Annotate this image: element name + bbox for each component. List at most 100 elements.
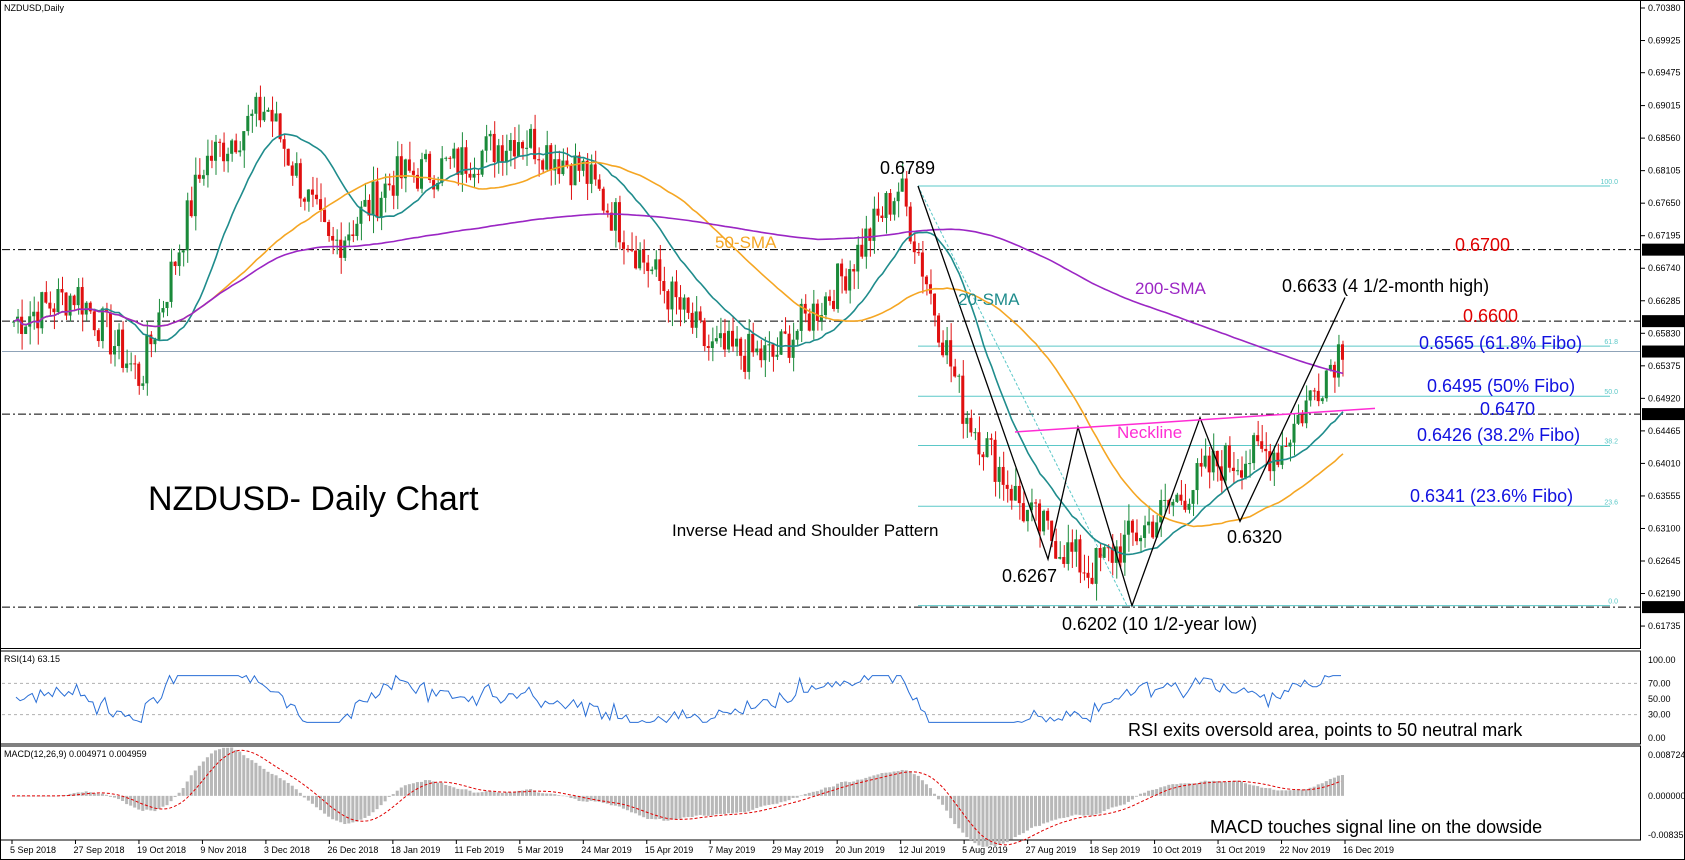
candle-body xyxy=(1280,445,1284,465)
candle-body xyxy=(508,140,512,151)
candle-body xyxy=(500,145,504,163)
macd-histogram-bar xyxy=(331,795,335,820)
macd-histogram-bar xyxy=(1054,795,1058,820)
macd-note: MACD touches signal line on the dowside xyxy=(1210,817,1542,837)
high-label: 0.6789 xyxy=(880,158,935,178)
price-tick-label: 0.63555 xyxy=(1648,491,1681,501)
candle-body xyxy=(985,438,989,458)
macd-histogram-bar xyxy=(496,792,500,796)
candle-body xyxy=(1252,435,1256,464)
macd-histogram-bar xyxy=(609,795,613,806)
candle-body xyxy=(1179,494,1183,501)
candle-body xyxy=(1171,501,1175,506)
macd-histogram-bar xyxy=(1050,795,1054,821)
candle-body xyxy=(1138,537,1143,542)
candle-body xyxy=(351,234,355,237)
macd-histogram-bar xyxy=(827,787,831,796)
macd-histogram-bar xyxy=(819,789,823,796)
candle-body xyxy=(718,333,722,339)
macd-histogram-bar xyxy=(1130,795,1134,800)
candle-body xyxy=(1248,463,1252,465)
macd-histogram-bar xyxy=(961,795,965,833)
macd-histogram-bar xyxy=(920,780,924,796)
candle-body xyxy=(177,252,181,267)
price-tick-label: 0.69015 xyxy=(1648,101,1681,111)
candle-body xyxy=(1102,547,1106,558)
level-tag-label: 0.62000 xyxy=(1645,602,1678,612)
macd-panel-border xyxy=(0,745,1641,841)
macd-histogram-bar xyxy=(1312,786,1316,796)
macd-histogram-bar xyxy=(630,795,634,813)
candle-body xyxy=(520,142,525,149)
candle-body xyxy=(456,148,460,175)
macd-histogram-bar xyxy=(549,793,553,796)
candle-body xyxy=(690,312,694,328)
pattern-label: Inverse Head and Shoulder Pattern xyxy=(672,521,939,540)
candle-body xyxy=(234,140,238,153)
candle-body xyxy=(650,269,654,272)
rsi-tick-label: 50.00 xyxy=(1648,694,1671,704)
fibo-ratio-label: 61.8 xyxy=(1604,339,1618,346)
macd-histogram-bar xyxy=(246,758,250,796)
macd-histogram-bar xyxy=(222,747,226,796)
candle-body xyxy=(609,212,613,231)
candle-body xyxy=(137,363,141,386)
candle-body xyxy=(662,280,666,292)
candle-body xyxy=(1340,344,1344,360)
candle-body xyxy=(549,145,553,171)
candle-body xyxy=(387,183,391,186)
candle-body xyxy=(335,239,339,241)
macd-histogram-bar xyxy=(444,785,448,796)
macd-histogram-bar xyxy=(597,795,601,802)
candle-body xyxy=(424,153,428,160)
candle-body xyxy=(848,269,852,291)
macd-signal-line xyxy=(12,749,1342,846)
candle-body xyxy=(112,346,117,355)
macd-histogram-bar xyxy=(201,761,205,796)
candle-body xyxy=(1239,470,1244,478)
macd-histogram-bar xyxy=(977,795,981,846)
candle-body xyxy=(108,312,112,355)
candle-body xyxy=(403,159,407,179)
macd-histogram-bar xyxy=(924,784,928,796)
macd-histogram-bar xyxy=(40,795,44,797)
candle-body xyxy=(702,320,706,347)
candle-body xyxy=(1308,390,1312,401)
candle-body xyxy=(537,159,541,161)
candle-body xyxy=(1199,463,1203,467)
symbol-label: NZDUSD,Daily xyxy=(4,3,65,13)
candle-body xyxy=(468,173,472,178)
macd-histogram-bar xyxy=(682,795,686,818)
candle-body xyxy=(1288,442,1292,447)
macd-histogram-bar xyxy=(767,795,771,805)
macd-histogram-bar xyxy=(492,791,496,796)
macd-histogram-bar xyxy=(108,795,112,797)
candle-body xyxy=(258,96,262,121)
horizontal-levels: 0.67000 0.66000 0.65575 0.64700 0.62000 xyxy=(2,243,1684,614)
date-label: 27 Aug 2019 xyxy=(1026,845,1077,855)
macd-histogram-bar xyxy=(585,795,589,802)
macd-histogram-bar xyxy=(557,795,561,796)
candle-body xyxy=(472,173,476,178)
macd-histogram-bar xyxy=(375,795,379,810)
level-6600-label: 0.6600 xyxy=(1463,306,1518,326)
macd-histogram-bar xyxy=(601,795,605,803)
candle-body xyxy=(961,375,965,424)
macd-histogram-bar xyxy=(1308,787,1312,796)
macd-histogram-bar xyxy=(993,795,997,847)
macd-histogram-bar xyxy=(666,795,670,821)
macd-histogram-bar xyxy=(1284,790,1288,796)
macd-histogram-bar xyxy=(428,780,432,796)
candle-body xyxy=(1086,572,1090,578)
macd-histogram-bar xyxy=(823,787,827,796)
level-tag xyxy=(1642,345,1684,358)
macd-histogram-bar xyxy=(916,775,920,796)
macd-histogram-bar xyxy=(694,795,698,816)
macd-histogram-bar xyxy=(743,795,747,813)
macd-histogram-bar xyxy=(1167,784,1171,796)
fibo-382-label: 0.6426 (38.2% Fibo) xyxy=(1417,425,1580,445)
candle-body xyxy=(133,363,137,365)
macd-histogram-bar xyxy=(1203,780,1207,796)
macd-histogram-bar xyxy=(254,762,258,796)
